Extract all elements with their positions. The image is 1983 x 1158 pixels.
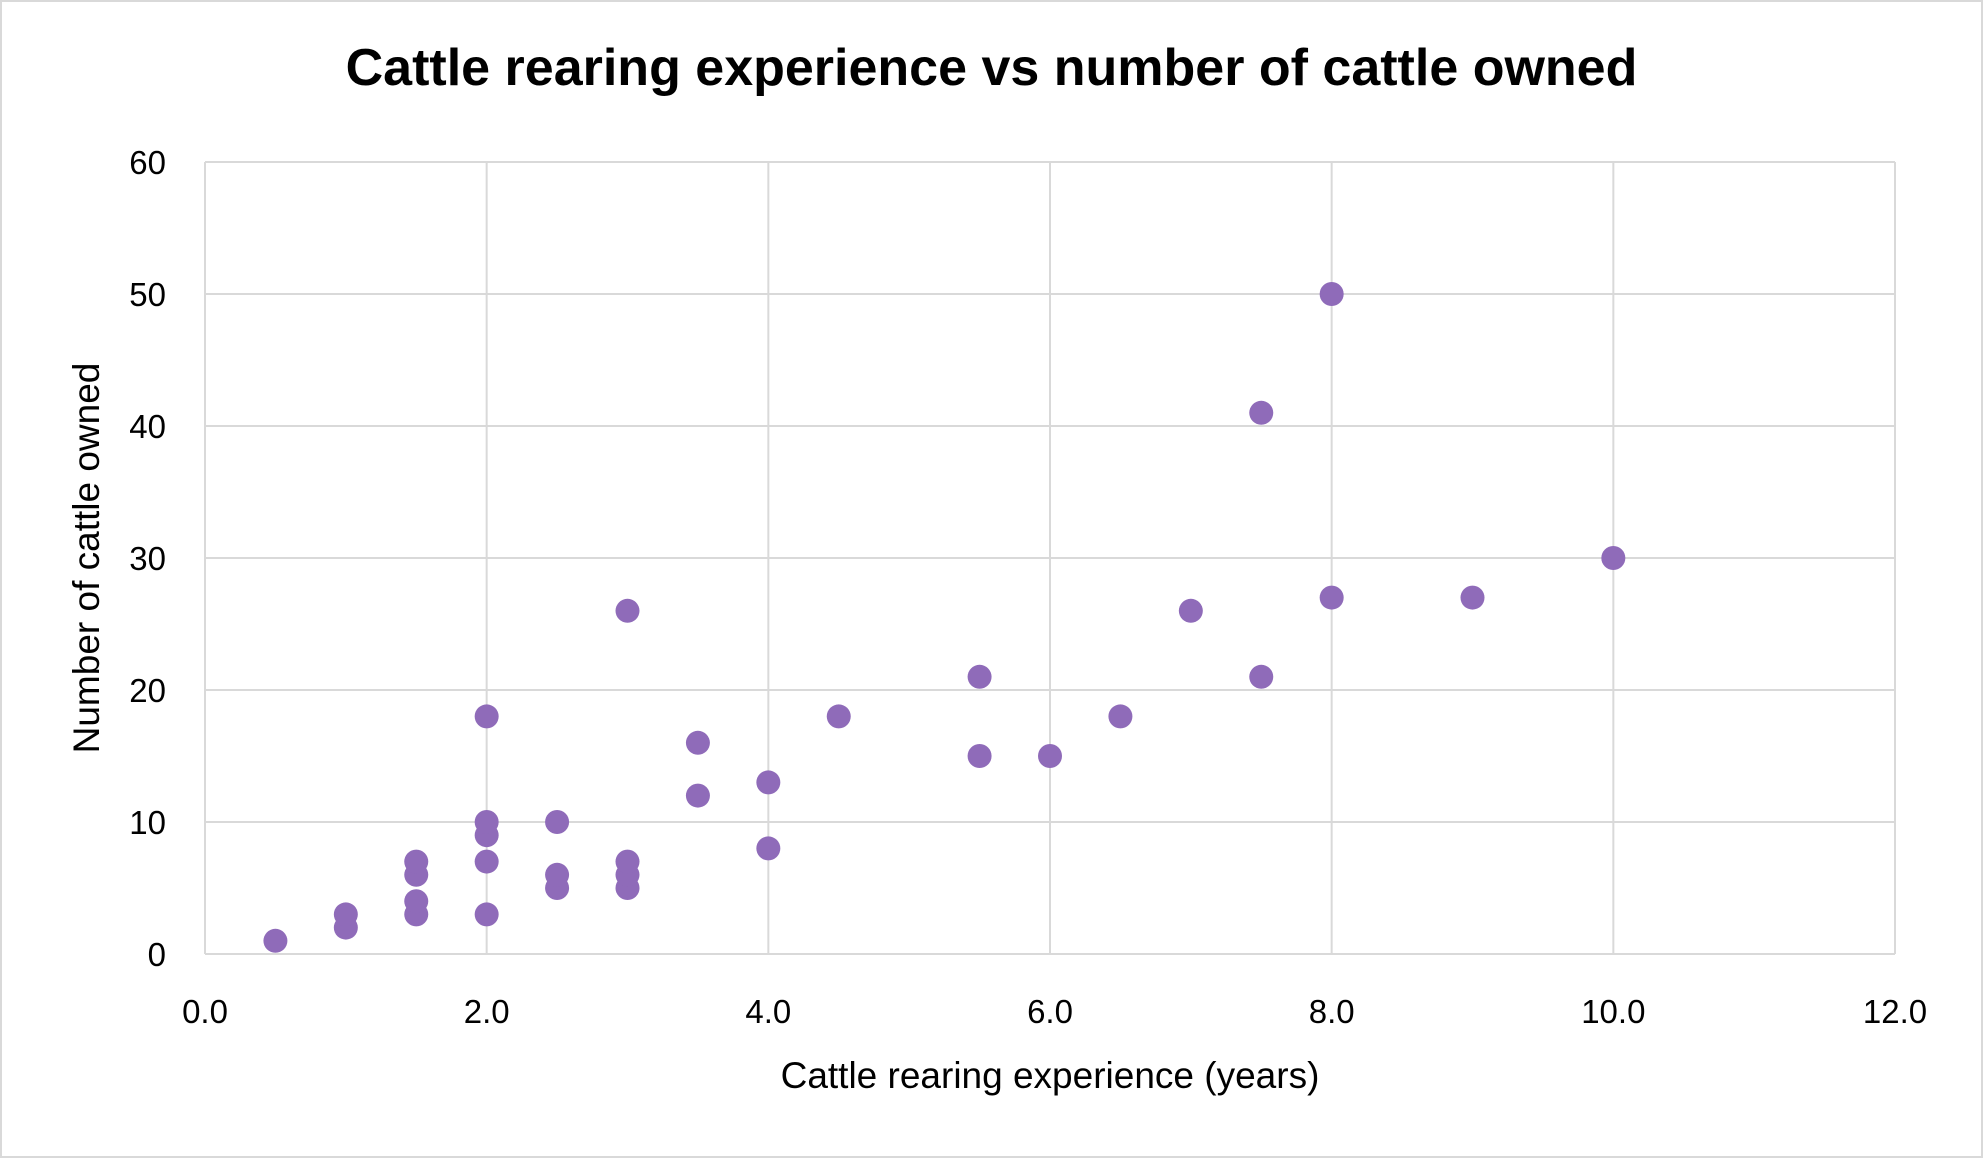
data-point: [404, 849, 429, 874]
data-point: [1460, 585, 1485, 610]
data-point: [967, 744, 992, 768]
data-point: [1249, 400, 1274, 425]
grid-lines: [204, 161, 1896, 955]
x-tick-label: 0.0: [182, 993, 228, 1030]
y-tick-label: 50: [129, 276, 166, 313]
data-point: [474, 902, 499, 927]
y-tick-labels: 0 10 20 30 40 50 60: [129, 144, 166, 973]
y-tick-label: 30: [129, 540, 166, 577]
x-tick-label: 6.0: [1027, 993, 1073, 1030]
x-tick-label: 4.0: [745, 993, 791, 1030]
y-tick-label: 20: [129, 672, 166, 709]
data-point: [967, 664, 992, 689]
data-point: [545, 810, 570, 834]
data-point: [1601, 546, 1626, 570]
y-tick-label: 60: [129, 144, 166, 181]
data-point: [263, 928, 288, 953]
data-point: [1249, 664, 1274, 689]
x-tick-labels: 0.0 2.0 4.0 6.0 8.0 10.0 12.0: [182, 993, 1927, 1030]
data-point: [615, 849, 640, 874]
data-point: [756, 836, 781, 861]
x-tick-label: 12.0: [1863, 993, 1927, 1030]
y-tick-label: 10: [129, 804, 166, 841]
y-tick-label: 0: [148, 936, 166, 973]
y-tick-label: 40: [129, 408, 166, 445]
chart-title: Cattle rearing experience vs number of c…: [345, 39, 1638, 97]
data-point: [1038, 744, 1062, 768]
x-tick-label: 10.0: [1581, 993, 1645, 1030]
y-axis-title: Number of cattle owned: [66, 363, 107, 754]
data-point: [685, 730, 710, 755]
data-point: [826, 704, 851, 729]
data-point: [1319, 585, 1344, 610]
data-point: [756, 770, 781, 795]
data-point: [333, 902, 358, 927]
data-point: [1178, 598, 1203, 623]
x-tick-label: 2.0: [464, 993, 510, 1030]
data-point: [474, 810, 499, 834]
data-point: [685, 783, 710, 808]
x-tick-label: 8.0: [1309, 993, 1355, 1030]
data-point: [1319, 282, 1344, 306]
data-point: [545, 862, 570, 887]
data-point: [1108, 704, 1133, 729]
data-point: [404, 889, 429, 914]
data-point: [474, 849, 499, 874]
x-axis-title: Cattle rearing experience (years): [781, 1055, 1320, 1096]
data-point: [615, 598, 640, 623]
data-points: [263, 282, 1626, 953]
data-point: [474, 704, 499, 729]
